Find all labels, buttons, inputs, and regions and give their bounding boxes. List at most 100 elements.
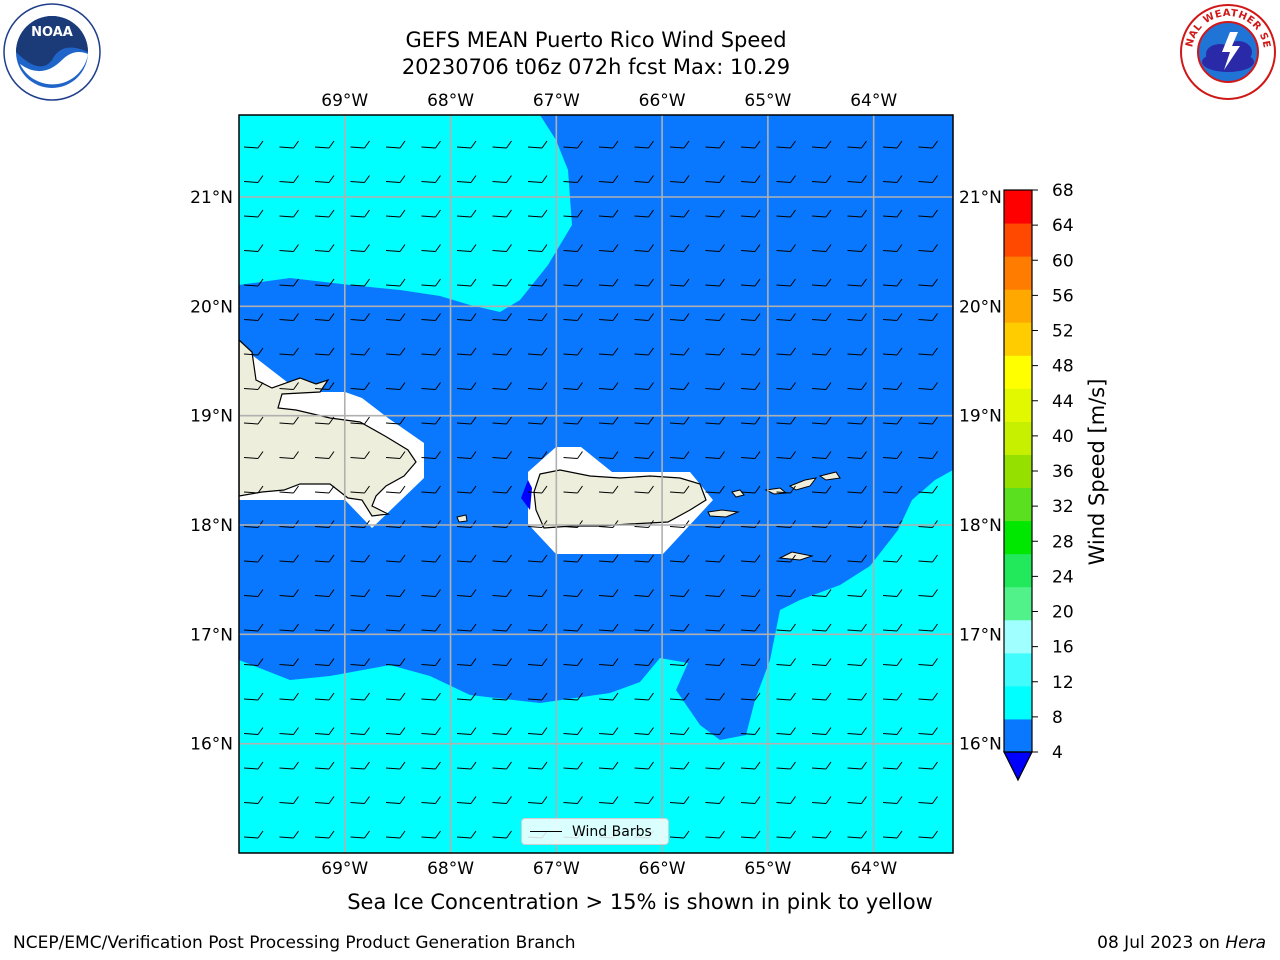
wind-barb — [421, 658, 441, 666]
wind-barb — [314, 554, 335, 563]
wind-barb — [811, 451, 832, 459]
wind-barb — [669, 382, 690, 390]
colorbar-tick-label: 16 — [1052, 638, 1074, 658]
wind-barb — [705, 589, 725, 597]
wind-barb — [847, 589, 867, 597]
wind-barb — [740, 313, 761, 321]
wind-barb — [456, 347, 477, 356]
wind-barb — [776, 244, 796, 252]
wind-barb — [811, 347, 832, 356]
wind-barb — [563, 347, 583, 356]
wind-barb — [847, 485, 867, 494]
wind-barb — [705, 658, 725, 666]
wind-barb — [776, 727, 796, 735]
wind-barb — [847, 727, 867, 735]
wind-barb — [385, 313, 406, 321]
wind-barb — [527, 209, 548, 218]
colorbar-segment — [1004, 190, 1032, 224]
wind-barb — [314, 451, 335, 459]
lat-tick-label-right: 16°N — [959, 735, 1002, 755]
wind-barb — [811, 244, 832, 252]
wind-barb — [634, 589, 654, 597]
wind-barb — [847, 209, 867, 218]
wind-barb — [811, 830, 832, 839]
wind-barb — [776, 589, 796, 597]
wind-barb — [527, 382, 548, 390]
wind-barb — [243, 520, 264, 528]
wind-barb — [776, 761, 796, 770]
wind-barb — [421, 416, 441, 425]
wind-barb — [456, 140, 477, 149]
wind-barb — [776, 313, 796, 321]
wind-barb — [882, 175, 903, 183]
wind-barb — [279, 244, 299, 252]
wind-barb — [847, 520, 867, 528]
map-frame — [238, 114, 954, 854]
wind-barb — [243, 175, 264, 183]
wind-barb — [314, 244, 335, 252]
wind-barb — [598, 761, 619, 770]
wind-barb — [456, 554, 477, 563]
wind-barb — [243, 244, 264, 252]
wind-barb — [669, 727, 690, 735]
wind-barb — [279, 485, 299, 494]
wind-barb — [492, 761, 512, 770]
colorbar-tick-label: 12 — [1052, 673, 1074, 693]
lat-tick-label-left: 16°N — [190, 735, 233, 755]
wind-barb — [527, 416, 548, 425]
wind-barb — [740, 761, 761, 770]
wind-barb — [634, 416, 654, 425]
wind-barb — [456, 727, 477, 735]
wind-barb — [847, 554, 867, 563]
wind-barb — [350, 796, 370, 804]
wind-barbs-legend: Wind Barbs — [521, 818, 669, 845]
wind-barb — [243, 761, 264, 770]
wind-barbs — [243, 140, 938, 839]
wind-barb — [882, 140, 903, 149]
wind-barb — [598, 589, 619, 597]
wind-barb — [669, 554, 690, 563]
lon-tick-label-top: 69°W — [321, 91, 368, 111]
wind-barb — [705, 623, 725, 632]
wind-barb — [385, 278, 406, 287]
wind-barb — [882, 520, 903, 528]
land-mona — [456, 514, 468, 523]
wind-barb — [882, 761, 903, 770]
wind-barb — [705, 209, 725, 218]
wind-barb — [563, 451, 583, 459]
wind-barb — [598, 451, 619, 459]
wind-barb — [385, 761, 406, 770]
wind-barb — [243, 485, 264, 494]
wind-barb — [669, 520, 690, 528]
wind-barb — [705, 485, 725, 494]
colorbar-segment — [1004, 223, 1032, 257]
wind-barb — [456, 175, 477, 183]
lat-tick-label-right: 17°N — [959, 625, 1002, 645]
wind-barb — [740, 727, 761, 735]
wind-barb — [634, 209, 654, 218]
wind-barb — [598, 623, 619, 632]
wind-barb — [634, 451, 654, 459]
wind-barb — [243, 589, 264, 597]
wind-barb — [385, 658, 406, 666]
wind-barb — [776, 692, 796, 701]
wind-barb — [314, 658, 335, 666]
wind-barb — [847, 761, 867, 770]
wind-barb — [492, 140, 512, 149]
wind-barb — [740, 589, 761, 597]
wind-barb — [918, 727, 938, 735]
wind-barb — [882, 451, 903, 459]
wind-barb — [918, 623, 938, 632]
wind-barb — [421, 313, 441, 321]
wind-barb — [279, 796, 299, 804]
wind-barb — [598, 347, 619, 356]
wind-barb — [421, 451, 441, 459]
wind-barb — [740, 623, 761, 632]
wind-barb — [634, 623, 654, 632]
lon-tick-label-bottom: 65°W — [744, 859, 791, 879]
wind-barb — [740, 451, 761, 459]
colorbar-tick-label: 48 — [1052, 357, 1074, 377]
wind-barb — [279, 416, 299, 425]
colorbar-segment — [1004, 289, 1032, 323]
